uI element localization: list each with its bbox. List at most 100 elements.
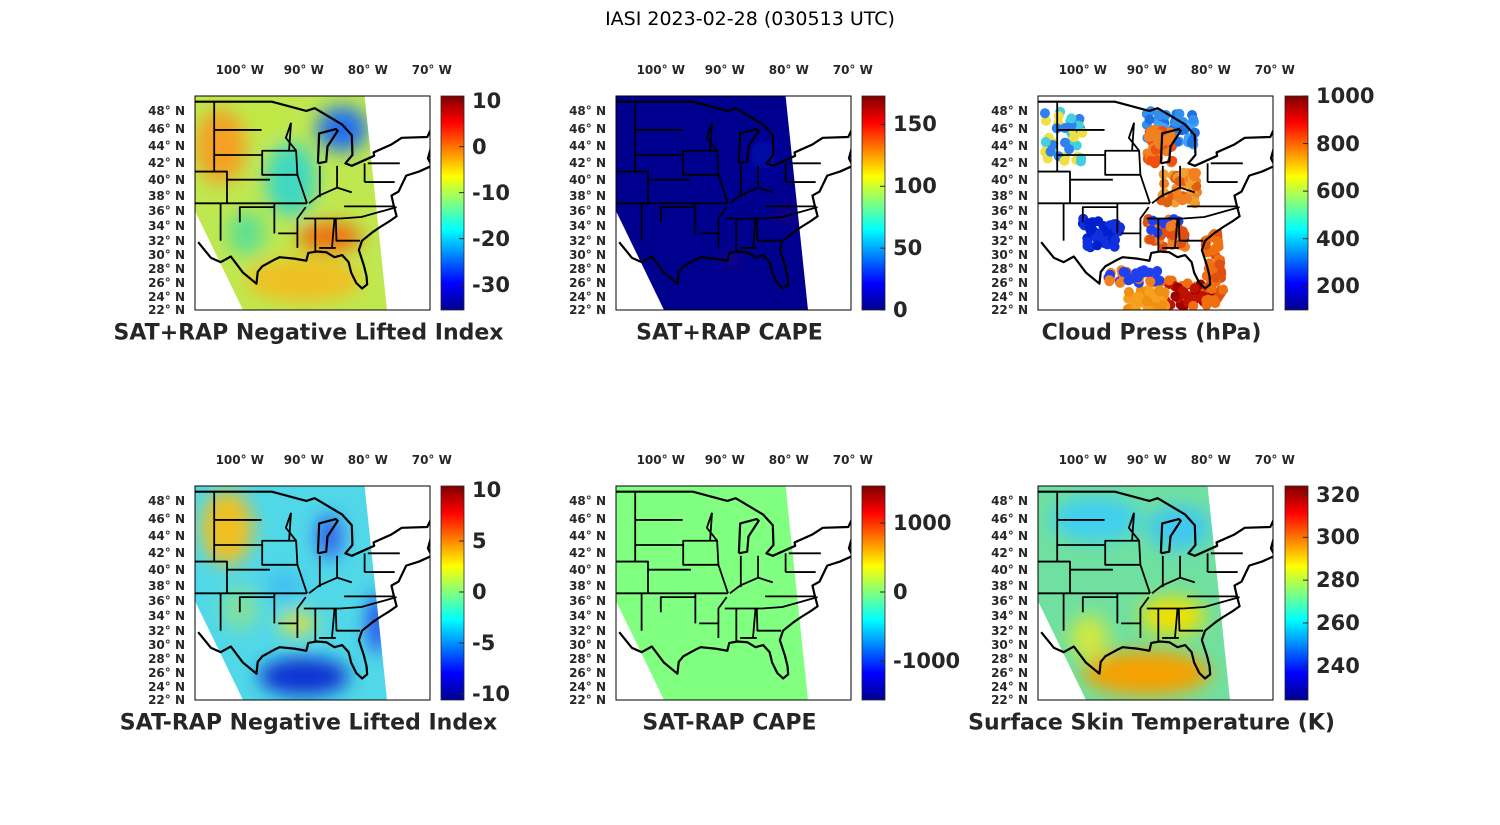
map-frame: [194, 485, 431, 701]
cloud-point: [1188, 114, 1199, 125]
colorbar-tick-label: 0: [472, 134, 487, 159]
lat-tick-label: 36° N: [991, 203, 1028, 218]
colorbar-tick-label: 10: [472, 88, 502, 113]
cloud-point: [1157, 300, 1168, 310]
lat-tick-label: 34° N: [148, 219, 185, 233]
colorbar-tick-label: 0: [893, 298, 908, 322]
lon-tick-label: 100° W: [215, 63, 265, 77]
lat-tick-label: 32° N: [569, 233, 606, 248]
lat-tick-label: 32° N: [148, 623, 185, 638]
colorbar-tick-label: 800: [1316, 131, 1360, 156]
cloud-point: [1174, 108, 1185, 119]
lat-tick-label: 36° N: [569, 593, 606, 608]
cloud-point: [1187, 134, 1198, 145]
lat-tick-label: 42° N: [148, 156, 185, 171]
cloud-point: [1187, 167, 1198, 178]
cloud-point: [1147, 215, 1158, 226]
colorbar: [440, 485, 465, 701]
lat-tick-label: 28° N: [991, 262, 1028, 277]
lon-tick-label: 80° W: [768, 63, 809, 77]
lat-tick-label: 44° N: [569, 529, 606, 544]
cloud-point: [1214, 259, 1225, 270]
lat-tick-label: 42° N: [991, 156, 1028, 171]
lon-tick-label: 90° W: [704, 63, 745, 77]
colorbar: [861, 95, 886, 311]
colorbar-tick-label: 1000: [893, 510, 952, 535]
panel-title: SAT-RAP Negative Lifted Index: [119, 710, 498, 736]
lat-tick-label: 44° N: [569, 139, 606, 154]
cloud-point: [1085, 225, 1096, 236]
data-field: [259, 657, 349, 696]
lat-tick-label: 24° N: [148, 679, 185, 694]
cloud-point: [1210, 272, 1221, 283]
cloud-point: [1111, 222, 1122, 233]
lon-tick-label: 100° W: [1058, 63, 1108, 77]
map-panel: [1037, 485, 1309, 701]
lat-tick-label: 26° N: [569, 276, 606, 290]
lat-tick-label: 34° N: [991, 219, 1028, 233]
lat-tick-label: 42° N: [569, 156, 606, 171]
cloud-point: [1110, 235, 1121, 246]
lat-tick-label: 26° N: [991, 276, 1028, 290]
lat-tick-label: 46° N: [991, 122, 1028, 137]
lon-tick-label: 90° W: [1126, 453, 1167, 467]
data-field: [1146, 505, 1211, 551]
lat-tick-label: 32° N: [991, 233, 1028, 248]
lat-tick-label: 40° N: [569, 562, 606, 577]
lat-tick-label: 44° N: [991, 139, 1028, 154]
lat-tick-label: 34° N: [148, 609, 185, 623]
data-field: [1082, 650, 1211, 696]
lat-tick-label: 36° N: [991, 593, 1028, 608]
map-panel: [615, 485, 886, 701]
cloud-point: [1182, 278, 1193, 289]
cloud-point: [1100, 226, 1111, 237]
cloud-point: [1142, 296, 1153, 307]
lat-tick-label: 24° N: [148, 289, 185, 304]
map-frame: [1037, 95, 1274, 311]
lat-tick-label: 46° N: [148, 122, 185, 137]
cloud-point: [1040, 137, 1051, 148]
lat-tick-label: 30° N: [148, 638, 185, 653]
lat-tick-label: 42° N: [569, 546, 606, 561]
cloud-point: [1144, 114, 1155, 125]
colorbar-tick-label: -30: [472, 272, 510, 297]
colorbar: [1284, 485, 1309, 701]
cloud-point: [1145, 276, 1156, 287]
cloud-point: [1170, 291, 1181, 302]
cloud-point: [1130, 304, 1141, 310]
data-field: [265, 142, 317, 218]
lon-tick-label: 90° W: [283, 453, 324, 467]
data-field: [227, 210, 266, 256]
cloud-point: [1040, 115, 1051, 126]
colorbar-tick-label: 200: [1316, 274, 1360, 299]
lat-tick-label: 38° N: [569, 188, 606, 203]
cloud-point: [1039, 108, 1050, 119]
panel-title: Surface Skin Temperature (K): [968, 710, 1335, 736]
lon-tick-label: 90° W: [1126, 63, 1167, 77]
colorbar: [440, 95, 465, 311]
lat-tick-label: 38° N: [991, 578, 1028, 593]
map-panel: [194, 485, 465, 701]
cloud-point: [1213, 241, 1224, 252]
data-field: [1140, 597, 1205, 635]
colorbar: [861, 485, 886, 701]
lat-tick-label: 26° N: [569, 666, 606, 680]
coastline-and-borders: [195, 100, 430, 290]
map-panel: [1037, 95, 1309, 311]
map-frame: [615, 485, 852, 701]
lat-tick-label: 48° N: [569, 103, 606, 118]
lat-tick-label: 44° N: [148, 139, 185, 154]
cloud-point: [1146, 224, 1157, 235]
colorbar-tick-label: 0: [893, 579, 908, 604]
coastline-and-borders: [616, 490, 851, 680]
lat-tick-label: 40° N: [991, 172, 1028, 187]
cloud-point: [1115, 277, 1126, 288]
colorbar-tick-label: -1000: [893, 649, 961, 673]
lat-tick-label: 36° N: [148, 593, 185, 608]
colorbar-tick-label: -5: [472, 630, 496, 655]
lat-tick-label: 36° N: [148, 203, 185, 218]
lat-tick-label: 26° N: [148, 276, 185, 290]
lon-tick-label: 70° W: [1254, 63, 1295, 77]
lon-tick-label: 100° W: [215, 453, 265, 467]
